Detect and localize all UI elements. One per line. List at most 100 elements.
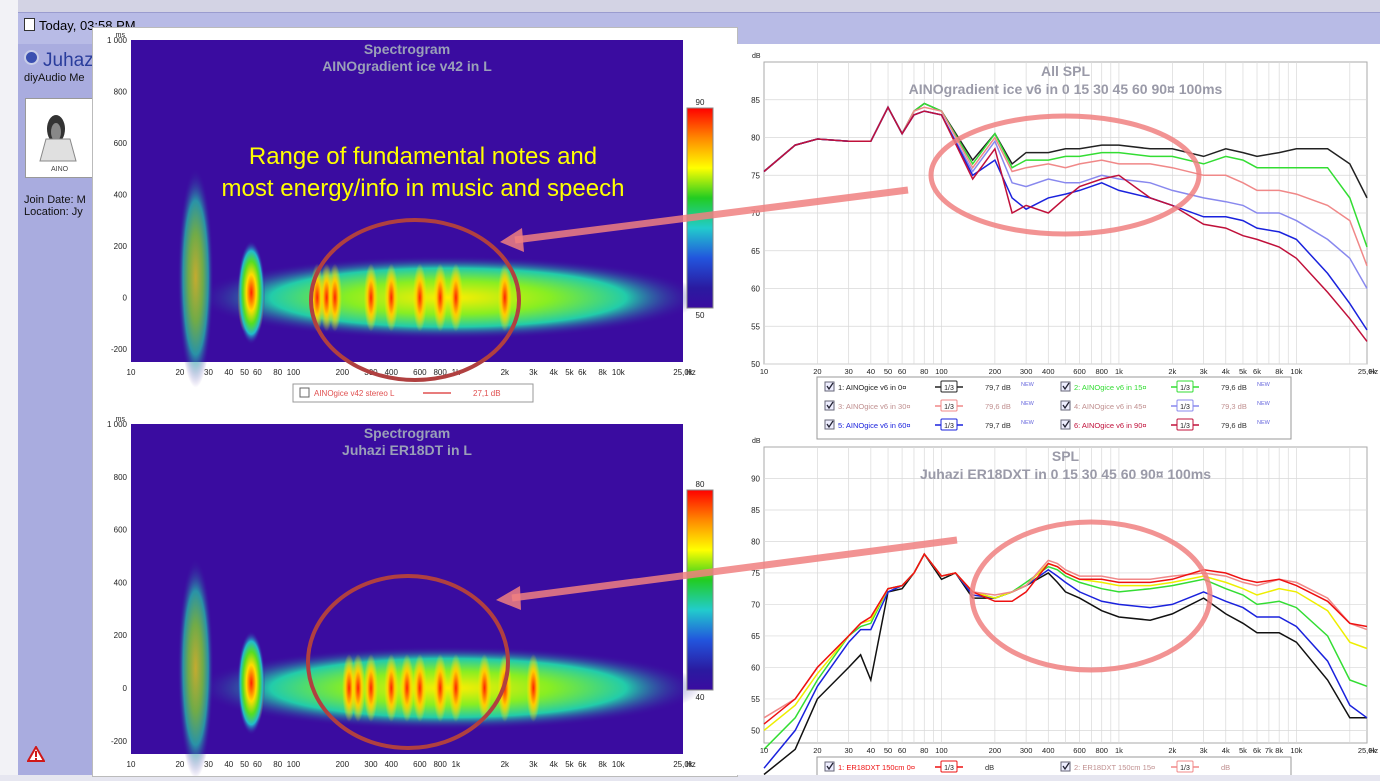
x-tick-label: 400 — [1042, 746, 1055, 755]
x-tick-label: 3k — [1200, 367, 1208, 376]
x-tick-label: 30 — [844, 746, 852, 755]
legend-smoothing-label: 1/3 — [1180, 385, 1190, 392]
legend-value: 79,6 dB — [1221, 383, 1247, 392]
legend-new-badge: NEW — [1257, 382, 1271, 388]
y-tick-label: 50 — [751, 726, 760, 735]
y-tick-label: 90 — [751, 474, 760, 483]
username-link[interactable]: Juhaz — [24, 50, 94, 72]
spectrogram-hot-spot — [384, 263, 399, 332]
x-tick-label: 50 — [884, 746, 892, 755]
x-tick-label: 2k — [501, 368, 510, 377]
spl-charts-image: All SPL AINOgradient ice v6 in 0 15 30 45… — [737, 44, 1380, 781]
x-tick-label: 60 — [253, 368, 262, 377]
spectrogram-hot-spot — [497, 263, 512, 332]
x-tick-label: 200 — [989, 367, 1002, 376]
y-tick-label: 200 — [114, 631, 128, 640]
legend-checkbox — [824, 381, 835, 392]
chart-title: All SPL — [1041, 63, 1090, 79]
energy-band — [194, 646, 703, 730]
legend-value: 79,7 dB — [985, 383, 1011, 392]
legend-label: 3: AINOgice v6 in 30¤ — [838, 402, 911, 411]
chart-subtitle: AINOgradient ice v42 in L — [322, 58, 492, 74]
legend-checkbox — [824, 761, 835, 772]
legend-smoothing-box — [1176, 399, 1194, 412]
spectrogram-hot-spot — [363, 654, 378, 722]
checkmark-icon — [1062, 762, 1070, 771]
x-tick-label: 100 — [287, 368, 301, 377]
y-tick-label: 60 — [751, 285, 760, 294]
x-axis-label: Hz — [686, 760, 696, 769]
x-tick-label: 8k — [598, 368, 607, 377]
chart-subtitle: Juhazi ER18DT in L — [342, 442, 472, 458]
x-tick-label: 800 — [433, 368, 447, 377]
legend-new-badge: NEW — [1257, 401, 1271, 407]
legend-checkbox — [1060, 400, 1071, 411]
spectrogram-hot-spot — [477, 654, 492, 722]
x-tick-label: 4k — [1222, 746, 1230, 755]
x-tick-label: 3k — [529, 368, 538, 377]
y-tick-label: 400 — [114, 191, 128, 200]
x-tick-label: 10 — [760, 367, 768, 376]
x-tick-label: 25,0k — [1358, 367, 1377, 376]
low-frequency-tail — [177, 558, 214, 778]
legend-checkbox — [1060, 381, 1071, 392]
checkmark-icon — [1062, 401, 1070, 410]
x-tick-label: 800 — [1095, 746, 1108, 755]
avatar-caption: AINO — [51, 166, 69, 173]
spectrogram-hot-spot — [526, 654, 541, 722]
report-post-icon[interactable] — [26, 744, 46, 767]
x-tick-label: 600 — [1073, 367, 1086, 376]
x-tick-label: 80 — [920, 367, 928, 376]
y-tick-label: 55 — [751, 322, 760, 331]
x-tick-label: 20 — [175, 368, 184, 377]
browser-left-strip — [0, 0, 19, 775]
spectrogram-hot-spot — [448, 263, 463, 332]
y-tick-label: 1 000 — [107, 420, 128, 429]
x-tick-label: 10k — [1290, 367, 1302, 376]
join-date: Join Date: M — [24, 194, 86, 206]
legend-box — [816, 376, 1292, 440]
x-tick-label: 25,0k — [673, 760, 694, 769]
y-tick-label: 70 — [751, 600, 760, 609]
legend-smoothing-label: 1/3 — [1180, 423, 1190, 430]
legend-box — [292, 383, 534, 403]
x-tick-label: 600 — [413, 368, 427, 377]
y-tick-label: 1 000 — [107, 36, 128, 45]
chart-title: SPL — [1052, 448, 1080, 464]
x-tick-label: 6k — [1253, 746, 1261, 755]
x-tick-label: 50 — [240, 760, 249, 769]
colorbar — [686, 489, 714, 691]
colorbar — [686, 107, 714, 309]
x-tick-label: 7k — [1265, 746, 1273, 755]
y-axis-label: dB — [752, 438, 761, 445]
x-tick-label: 5k — [1239, 367, 1247, 376]
x-tick-label: 5k — [1239, 746, 1247, 755]
y-axis-label: dB — [752, 53, 761, 60]
avatar[interactable]: AINO — [25, 98, 95, 178]
legend-smoothing-box — [940, 760, 958, 773]
x-tick-label: 2k — [501, 760, 510, 769]
x-tick-label: 1k — [452, 760, 461, 769]
spectrogram-hot-spot — [412, 654, 427, 722]
y-tick-label: 85 — [751, 506, 760, 515]
x-tick-label: 60 — [898, 367, 906, 376]
legend-label: 1: AINOgice v6 in 0¤ — [838, 383, 906, 392]
y-tick-label: 65 — [751, 632, 760, 641]
checkmark-icon — [826, 762, 834, 771]
x-tick-label: 40 — [867, 746, 875, 755]
legend-label: 2: ER18DXT 150cm 15¤ — [1074, 763, 1155, 772]
document-icon — [24, 18, 35, 31]
y-tick-label: 75 — [751, 569, 760, 578]
legend-label: 6: AINOgice v6 in 90¤ — [1074, 421, 1147, 430]
legend-value: 27,1 dB — [473, 389, 501, 398]
x-tick-label: 400 — [1042, 367, 1055, 376]
colorbar-max-label: 90 — [696, 98, 705, 107]
legend-new-badge: NEW — [1257, 420, 1271, 426]
x-tick-label: 100 — [935, 746, 948, 755]
chart-subtitle: AINOgradient ice v6 in 0 15 30 45 60 90¤… — [909, 81, 1223, 97]
legend-checkbox — [299, 387, 310, 398]
legend-label: 4: AINOgice v6 in 45¤ — [1074, 402, 1147, 411]
x-tick-label: 80 — [920, 746, 928, 755]
legend-value: 79,7 dB — [985, 421, 1011, 430]
